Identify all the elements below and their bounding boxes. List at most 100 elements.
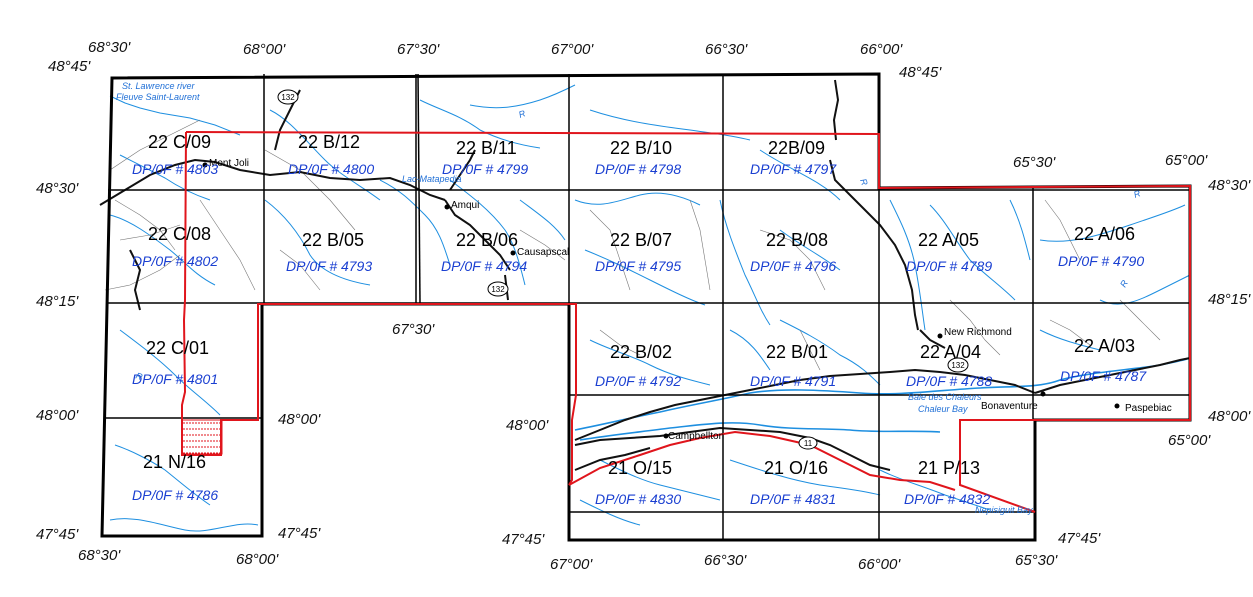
minor-road xyxy=(119,224,181,241)
water-label: Nepisiguit Bay xyxy=(975,505,1033,515)
shoreline-path xyxy=(574,357,1191,431)
longitude-label: 65°30' xyxy=(1015,552,1058,569)
longitude-label: 66°00' xyxy=(860,41,903,58)
sheet-id: 22 A/04 xyxy=(920,342,981,362)
river-path xyxy=(729,329,771,371)
river-path xyxy=(269,109,381,201)
longitude-label: 67°30' xyxy=(397,41,440,58)
river-name-fragment: R xyxy=(134,370,144,382)
river-path xyxy=(109,518,259,532)
river-path xyxy=(779,229,841,271)
river-path xyxy=(1009,199,1031,261)
town-markers xyxy=(202,162,1120,439)
town-dot xyxy=(444,204,450,210)
longitude-label: 67°00' xyxy=(551,41,594,58)
dp-number: DP/0F # 4790 xyxy=(1058,253,1144,269)
minor-roads-layer xyxy=(104,119,1161,371)
longitude-label: 68°00' xyxy=(236,551,279,568)
minor-road xyxy=(689,199,711,291)
minor-road xyxy=(264,149,356,231)
latitude-label: 48°45' xyxy=(48,58,91,75)
route-number: 132 xyxy=(951,361,965,370)
route-number: 132 xyxy=(281,93,295,102)
dp-number: DP/0F # 4786 xyxy=(132,487,218,503)
coordinate-labels: 68°30' 48°45' 68°00' 67°30' 67°00' 66°30… xyxy=(36,39,1251,573)
sheet-id: 21 N/16 xyxy=(143,452,206,472)
river-path xyxy=(119,329,221,416)
sheet-id: 22 A/06 xyxy=(1074,224,1135,244)
survey-boundary xyxy=(568,430,956,491)
survey-boundary xyxy=(185,131,1191,513)
water-label: Lac-Matapedia xyxy=(402,174,462,184)
road-path xyxy=(574,426,891,471)
river-path xyxy=(109,95,241,136)
sheet-id: 22 A/05 xyxy=(918,230,979,250)
river-path xyxy=(579,499,641,526)
river-path xyxy=(929,204,1016,301)
place-label: Amqui xyxy=(451,200,479,211)
sheet-id: 21 P/13 xyxy=(918,458,980,478)
sheet-id: 21 O/16 xyxy=(764,458,828,478)
sheet-id: 22 B/02 xyxy=(610,342,672,362)
road-path xyxy=(829,159,919,331)
place-label: Bonaventure xyxy=(981,401,1038,412)
place-label: Mont Joli xyxy=(209,158,249,169)
dp-number: DP/0F # 4802 xyxy=(132,253,218,269)
shoreline-path xyxy=(579,422,941,441)
river-path xyxy=(589,109,751,141)
river-name-fragment: R xyxy=(517,108,527,120)
dp-number: DP/0F # 4795 xyxy=(595,258,681,274)
place-label: Campbellton xyxy=(668,431,724,442)
town-dot xyxy=(202,162,208,168)
route-number: 11 xyxy=(804,439,813,448)
latitude-label: 48°00' xyxy=(36,407,79,424)
sheet-id: 22 B/05 xyxy=(302,230,364,250)
river-path xyxy=(379,179,451,266)
river-path xyxy=(729,459,881,496)
latitude-label: 47°45' xyxy=(502,531,545,548)
river-path xyxy=(589,339,711,386)
road-path xyxy=(1034,357,1191,394)
dp-number: DP/0F # 4794 xyxy=(441,258,527,274)
sheet-id: 22 B/01 xyxy=(766,342,828,362)
dp-number: DP/0F # 4832 xyxy=(904,491,990,507)
minor-road xyxy=(1049,319,1091,346)
town-dot xyxy=(1040,391,1046,397)
longitude-label: 67°30' xyxy=(392,321,435,338)
river-path xyxy=(574,192,701,206)
river-path xyxy=(469,84,576,109)
route-shield xyxy=(947,357,969,373)
dp-number: DP/0F # 4797 xyxy=(750,161,837,177)
dp-number: DP/0F # 4798 xyxy=(595,161,681,177)
boundary-layer xyxy=(181,131,1191,513)
minor-road xyxy=(114,199,176,251)
sheet-id: 22 C/01 xyxy=(146,338,209,358)
route-shield xyxy=(277,89,299,105)
dp-number: DP/0F # 4792 xyxy=(595,373,681,389)
dp-number: DP/0F # 4787 xyxy=(1060,368,1147,384)
river-path xyxy=(599,459,721,501)
dp-number: DP/0F # 4788 xyxy=(906,373,992,389)
river-path xyxy=(759,149,841,201)
sheet-id: 22B/09 xyxy=(768,138,825,158)
latitude-label: 48°30' xyxy=(36,180,79,197)
minor-road xyxy=(799,329,821,371)
latitude-label: 47°45' xyxy=(278,525,321,542)
dp-number: DP/0F # 4793 xyxy=(286,258,372,274)
road-path xyxy=(449,149,476,191)
dp-number: DP/0F # 4801 xyxy=(132,371,218,387)
water-label: Baie des Chaleurs xyxy=(908,392,982,402)
road-path xyxy=(129,249,142,311)
river-path xyxy=(719,199,771,326)
sheet-id: 22 B/07 xyxy=(610,230,672,250)
place-label: Causapscal xyxy=(517,247,569,258)
sheet-labels: 22 C/09 DP/0F # 4803 22 B/12 DP/0F # 480… xyxy=(132,132,1147,507)
longitude-label: 65°00' xyxy=(1165,152,1208,169)
river-path xyxy=(584,249,706,306)
water-label: Chaleur Bay xyxy=(918,404,968,414)
shoreline-layer xyxy=(574,357,1191,441)
latitude-label: 48°30' xyxy=(1208,177,1251,194)
latitude-label: 48°00' xyxy=(1208,408,1251,425)
town-dot xyxy=(510,250,516,256)
road-path xyxy=(444,199,511,271)
